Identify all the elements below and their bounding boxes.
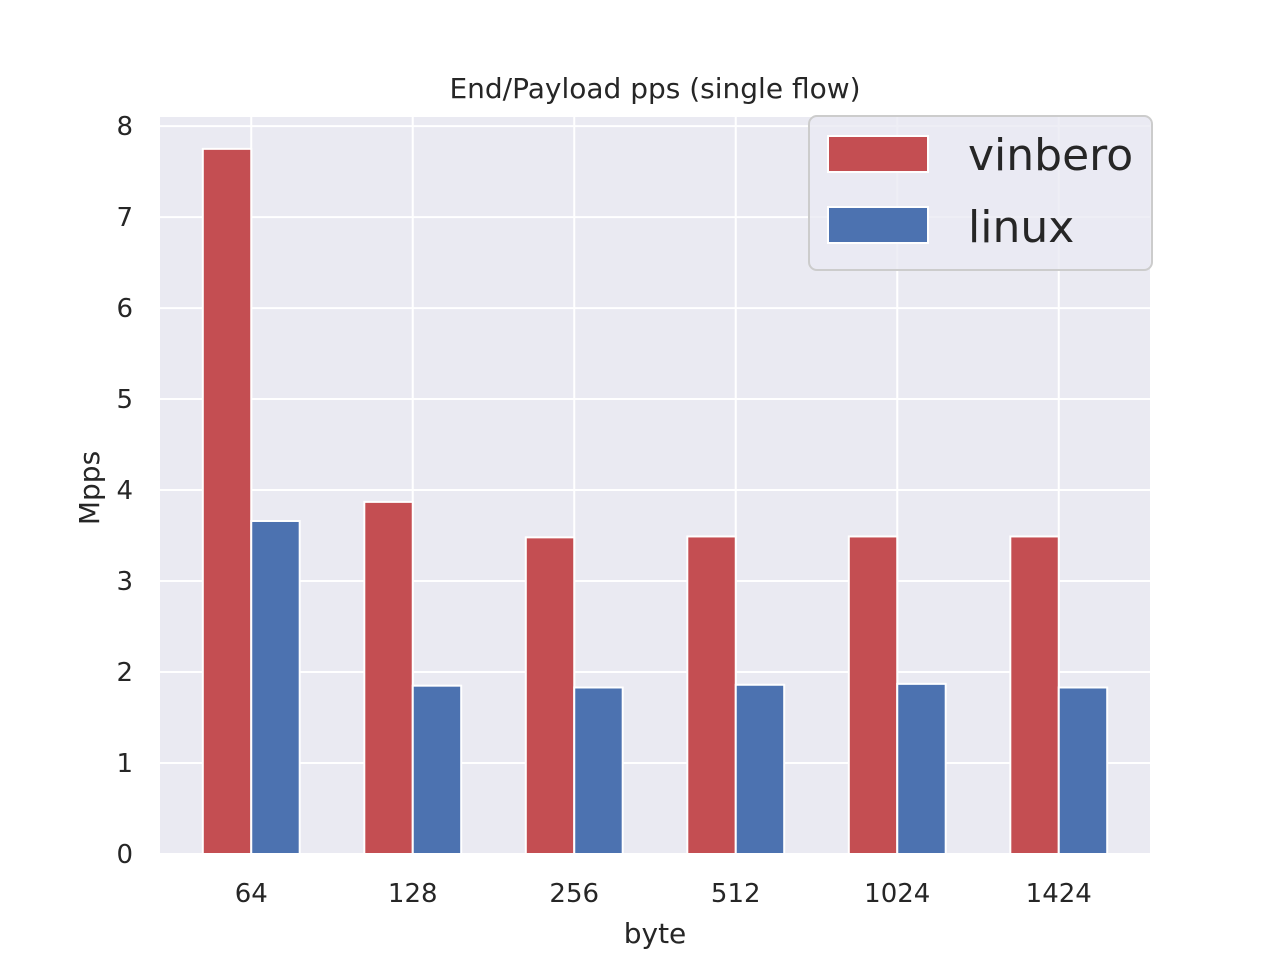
legend-label-vinbero: vinbero [968,130,1133,181]
y-tick-label: 5 [116,385,133,415]
y-tick-label: 4 [116,476,133,506]
bar-linux-1424 [1057,686,1109,856]
bar-vinbero-1424 [1009,535,1060,855]
y-tick-label: 6 [116,294,133,324]
bar-linux-512 [734,683,786,855]
y-tick-label: 3 [116,567,133,597]
bar-linux-1024 [896,682,947,855]
legend-swatch-linux [827,206,929,244]
bars-group [201,147,1109,856]
y-tick-label: 0 [116,840,133,870]
x-tick-labels: 64 128 256 512 1024 1424 [235,879,1092,909]
chart-title: End/Payload pps (single flow) [449,72,860,105]
bar-linux-256 [573,686,624,856]
bar-vinbero-1024 [847,535,899,855]
x-tick-label: 64 [235,879,268,909]
x-tick-label: 128 [388,879,438,909]
bar-vinbero-64 [201,147,253,855]
x-axis-label: byte [624,917,687,950]
legend-label-linux: linux [968,202,1074,253]
y-tick-label: 7 [116,203,133,233]
y-tick-label: 8 [116,112,133,142]
y-tick-label: 2 [116,658,133,688]
bar-vinbero-256 [524,536,576,855]
x-tick-label: 512 [711,879,761,909]
x-tick-label: 256 [549,879,599,909]
bar-linux-64 [250,519,301,855]
bar-linux-128 [411,684,463,856]
y-tick-label: 1 [116,749,133,779]
legend: vinbero linux [808,115,1153,271]
legend-swatch-vinbero [827,135,929,173]
x-tick-label: 1024 [864,879,930,909]
bar-vinbero-128 [363,500,414,855]
y-tick-labels: 0 1 2 3 4 5 6 7 8 [116,112,133,870]
y-axis-label: Mpps [73,451,106,525]
x-tick-label: 1424 [1026,879,1092,909]
bar-vinbero-512 [686,535,737,855]
